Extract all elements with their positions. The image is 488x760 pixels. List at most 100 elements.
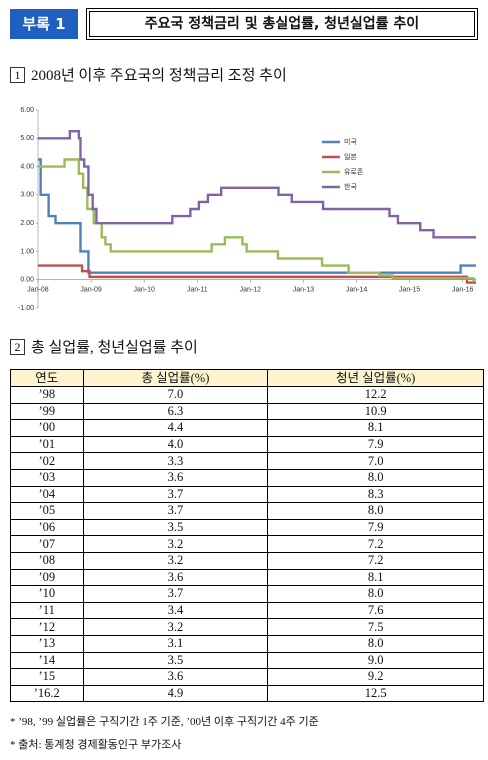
table-cell: ’00 <box>10 419 84 437</box>
y-tick-label: 0.00 <box>20 277 34 284</box>
table-row: ’08 3.2 7.2 <box>10 551 484 570</box>
table-cell: 7.9 <box>267 518 484 537</box>
table-cell: 3.4 <box>82 601 269 620</box>
section-heading: 1 2008년 이후 주요국의 정책금리 조정 추이 <box>10 64 287 85</box>
table-cell: ’10 <box>10 585 84 603</box>
legend-label: 유로존 <box>344 168 364 176</box>
y-tick-label: 1.00 <box>20 248 34 255</box>
x-tick-label: Jan-14 <box>346 287 368 294</box>
table-cell: 8.3 <box>267 485 484 504</box>
table-cell: 7.9 <box>267 435 484 454</box>
table-cell: 12.2 <box>267 386 484 404</box>
table-cell: 3.1 <box>82 634 269 653</box>
table-cell: 3.2 <box>82 551 269 570</box>
x-tick-label: Jan-16 <box>452 287 474 294</box>
legend-label: 미국 <box>344 137 357 146</box>
y-tick-label: 4.00 <box>20 163 34 170</box>
table-cell: ’07 <box>10 535 84 553</box>
table-cell: 8.0 <box>267 634 484 653</box>
table-cell: 6.3 <box>82 402 269 421</box>
series-line <box>38 158 476 281</box>
table-cell: 9.0 <box>267 651 484 670</box>
series-line <box>38 130 476 239</box>
y-tick-label: 3.00 <box>20 192 34 199</box>
table-cell: 7.2 <box>267 551 484 570</box>
legend-label: 일본 <box>344 152 357 161</box>
table-cell: 7.5 <box>267 618 484 636</box>
table-cell: ’98 <box>10 386 84 404</box>
footnote: * 출처: 통계청 경제활동인구 부가조사 <box>10 739 182 751</box>
table-row: ’12 3.2 7.5 <box>10 618 484 636</box>
table-cell: 7.0 <box>82 386 269 404</box>
table-cell: 7.0 <box>267 452 484 470</box>
table-row: ’04 3.7 8.3 <box>10 485 484 504</box>
y-tick-label: 2.00 <box>20 220 34 227</box>
table-cell: 3.2 <box>82 535 269 553</box>
y-tick-label: 5.00 <box>20 135 34 142</box>
table-cell: 3.7 <box>82 485 269 504</box>
table-cell: ’04 <box>10 485 84 504</box>
table-row: ’01 4.0 7.9 <box>10 435 484 454</box>
table-cell: ’03 <box>10 468 84 487</box>
table-cell: ’02 <box>10 452 84 470</box>
series-line <box>38 158 476 274</box>
table-cell: 8.1 <box>267 568 484 587</box>
table-cell: 4.9 <box>82 684 269 703</box>
appendix-badge: 부록 1 <box>10 9 78 39</box>
page-title: 주요국 정책금리 및 총실업률, 청년실업률 추이 <box>86 8 478 40</box>
table-cell: 8.0 <box>267 502 484 520</box>
table-cell: ’05 <box>10 502 84 520</box>
section-number: 2 <box>10 339 25 355</box>
table-cell: 3.6 <box>82 468 269 487</box>
chart: -1.00 0.00 1.00 2.00 3.00 4.00 5.00 6.00 Jan-08 J… <box>18 107 476 312</box>
header-cell: 청년 실업률(%) <box>267 369 484 387</box>
table-cell: 8.1 <box>267 419 484 437</box>
table-row: ’10 3.7 8.0 <box>10 585 484 603</box>
table-cell: 8.0 <box>267 585 484 603</box>
y-tick-label: -1.00 <box>18 305 34 312</box>
section-title: 2008년 이후 주요국의 정책금리 조정 추이 <box>31 68 287 84</box>
table-cell: 4.4 <box>82 419 269 437</box>
series-line <box>38 264 476 284</box>
legend-label: 한국 <box>344 183 357 191</box>
x-tick-label: Jan-10 <box>133 287 155 294</box>
table-cell: 3.7 <box>82 502 269 520</box>
table-cell: ’08 <box>10 551 84 570</box>
table-row: ’00 4.4 8.1 <box>10 419 484 437</box>
table-cell: 9.2 <box>267 668 484 686</box>
table-row: ’14 3.5 9.0 <box>10 651 484 670</box>
table-cell: ’13 <box>10 634 84 653</box>
table-row: ’05 3.7 8.0 <box>10 502 484 520</box>
x-tick-label: Jan-13 <box>293 287 315 294</box>
table-cell: ’12 <box>10 618 84 636</box>
table-cell: 3.5 <box>82 651 269 670</box>
table-cell: ’09 <box>10 568 84 587</box>
table-row: ’13 3.1 8.0 <box>10 634 484 653</box>
table-row: ’16.2 4.9 12.5 <box>10 684 484 703</box>
table-cell: ’06 <box>10 518 84 537</box>
table-cell: 7.6 <box>267 601 484 620</box>
table-row: ’03 3.6 8.0 <box>10 468 484 487</box>
table-cell: 10.9 <box>267 402 484 421</box>
table-cell: ’15 <box>10 668 84 686</box>
table-row: ’09 3.6 8.1 <box>10 568 484 587</box>
table-cell: 3.7 <box>82 585 269 603</box>
x-tick-label: Jan-09 <box>80 287 102 294</box>
footnote: * ’98, ’99 실업률은 구직기간 1주 기준, ’00년 이후 구직기간… <box>10 716 319 728</box>
table-row: ’02 3.3 7.0 <box>10 452 484 470</box>
table-cell: ’14 <box>10 651 84 670</box>
section-title: 총 실업률, 청년실업률 추이 <box>31 340 198 356</box>
table-row: ’11 3.4 7.6 <box>10 601 484 620</box>
y-tick-label: 6.00 <box>20 107 34 114</box>
x-tick-label: Jan-15 <box>399 287 421 294</box>
section-number: 1 <box>10 67 25 83</box>
table-row: ’98 7.0 12.2 <box>10 386 484 404</box>
header-row: 연도 총 실업률(%) 청년 실업률(%) <box>10 369 484 387</box>
table-row: ’06 3.5 7.9 <box>10 518 484 537</box>
table-cell: ’16.2 <box>10 684 84 703</box>
table-row: ’15 3.6 9.2 <box>10 668 484 686</box>
table-cell: ’99 <box>10 402 84 421</box>
table-cell: 3.2 <box>82 618 269 636</box>
table-cell: 12.5 <box>267 684 484 703</box>
